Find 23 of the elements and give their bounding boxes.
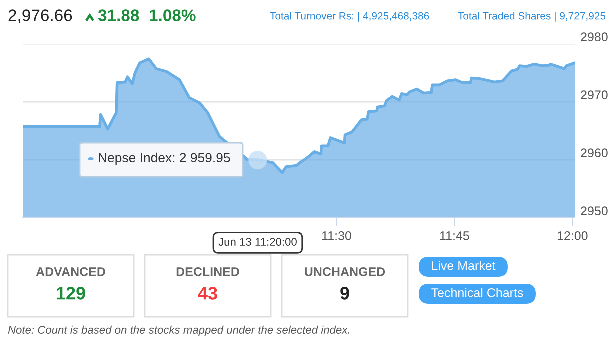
text: Note: Count is based on the stocks mapped under the selected index. [8,326,350,336]
y-tick-label: 2970 [581,90,608,100]
y-tick-label: 2980 [581,32,608,42]
y-tick-label: 2960 [581,148,608,158]
x-tick-label: 11:30 [322,232,352,240]
text: Live Market [432,261,496,270]
text: 129 [57,287,86,300]
text: 2,976.66 [8,10,72,24]
text: Technical Charts [432,288,524,298]
text: Total Traded Shares | 9,727,925 [458,12,606,22]
text: ADVANCED [36,268,106,276]
text: 31.88 [98,10,140,22]
text: 9 [340,287,350,300]
text: UNCHANGED [305,268,386,276]
text: DECLINED [176,268,240,276]
x-tick-label: 12:00 [558,232,588,240]
text: Jun 13 11:20:00 [218,238,297,246]
text: 1.08% [150,10,196,22]
text: 43 [198,287,218,300]
x-tick-label: 11:45 [440,232,470,240]
y-tick-label: 2950 [581,206,608,216]
annotation: Nepse Index: 2 959.95 [99,152,230,166]
text: Total Turnover Rs: | 4,925,468,386 [270,12,430,22]
